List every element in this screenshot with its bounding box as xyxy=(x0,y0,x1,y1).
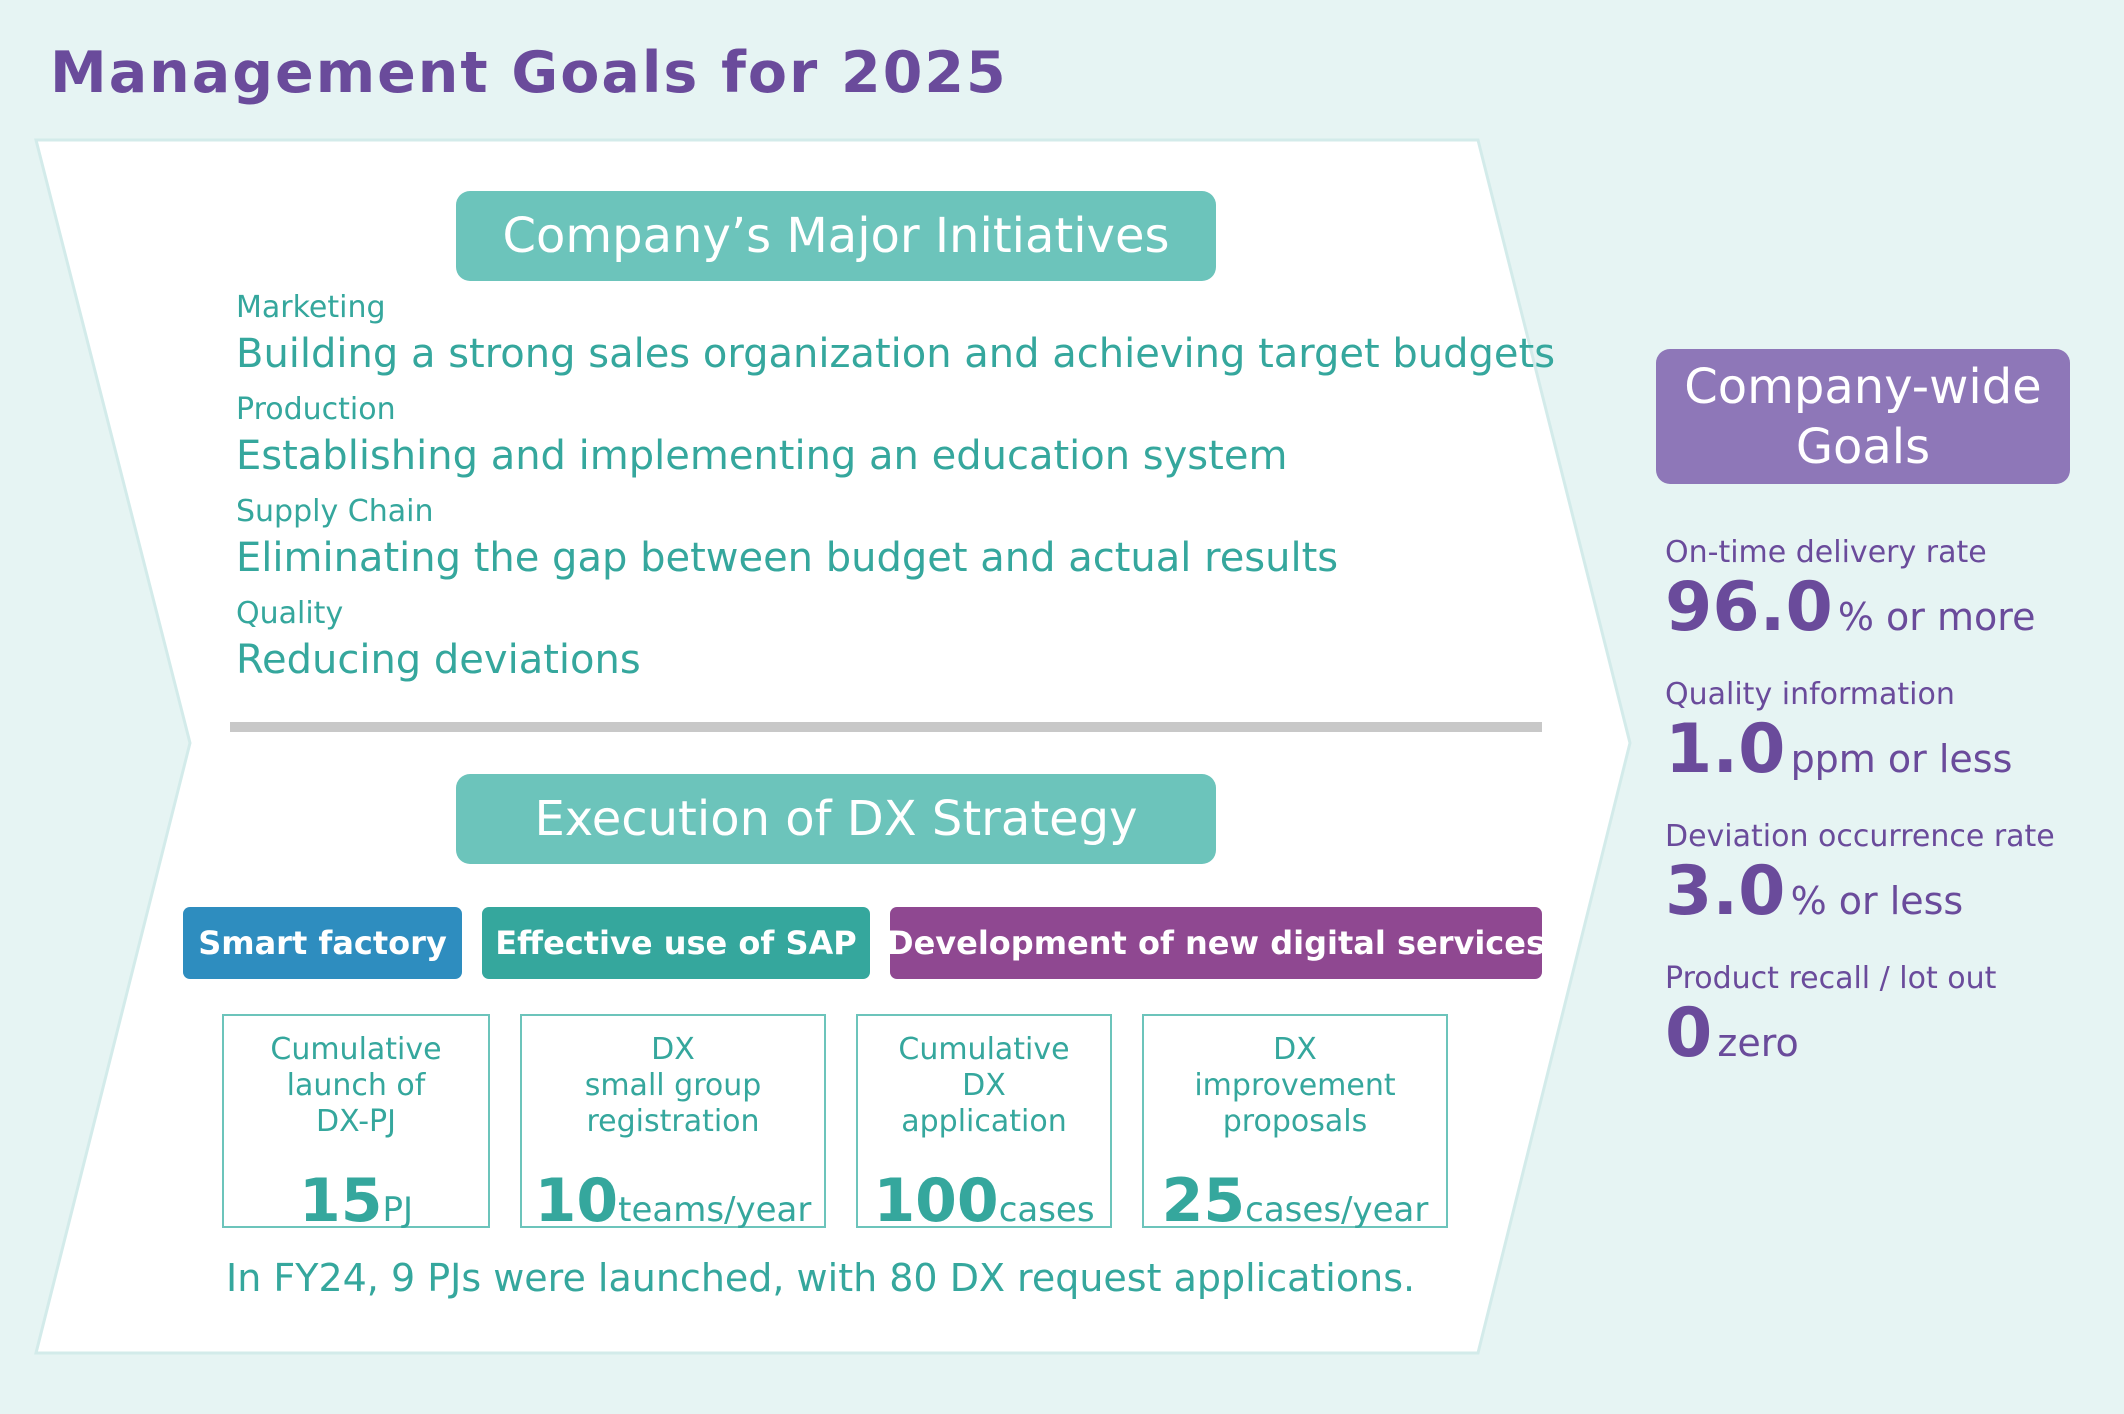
goal-label: Product recall / lot out xyxy=(1665,961,1997,996)
initiative-item-supply-chain: Supply Chain Eliminating the gap between… xyxy=(236,494,1555,596)
metric-box-improvement-proposals: DX improvement proposals 25cases/year xyxy=(1142,1014,1448,1236)
goal-label: On-time delivery rate xyxy=(1665,535,1987,570)
metric-unit: cases xyxy=(998,1190,1095,1230)
metric-value: 100cases xyxy=(858,1166,1110,1236)
company-goals-heading: Company-wide Goals xyxy=(1656,349,2070,484)
metric-value: 10teams/year xyxy=(522,1166,824,1236)
goal-value: 96.0 % or more xyxy=(1665,573,2035,660)
initiative-category: Production xyxy=(236,392,396,427)
metric-value: 15PJ xyxy=(224,1166,488,1236)
metric-label-line: registration xyxy=(586,1104,760,1139)
tag-new-digital-services: Development of new digital services xyxy=(887,907,1545,979)
initiatives-list: Marketing Building a strong sales organi… xyxy=(236,290,1555,698)
initiative-category: Quality xyxy=(236,596,344,631)
tag-smart-factory: Smart factory xyxy=(183,907,462,979)
fy24-note: In FY24, 9 PJs were launched, with 80 DX… xyxy=(226,1256,1416,1300)
metric-box-small-group: DX small group registration 10teams/year xyxy=(520,1014,826,1236)
metric-label-line: Cumulative xyxy=(898,1032,1070,1067)
goal-value: 0 zero xyxy=(1665,999,1996,1086)
initiative-description: Establishing and implementing an educati… xyxy=(236,433,1288,479)
metric-label-line: proposals xyxy=(1222,1104,1368,1139)
metric-label: DX small group registration xyxy=(522,1016,824,1140)
metric-label-line: Cumulative xyxy=(270,1032,442,1067)
goal-number: 1.0 xyxy=(1665,710,1786,789)
initiative-item-quality: Quality Reducing deviations xyxy=(236,596,1555,698)
goal-label: Deviation occurrence rate xyxy=(1665,819,2055,854)
metric-label: DX improvement proposals xyxy=(1144,1016,1446,1140)
metric-label: Cumulative DX application xyxy=(858,1016,1110,1140)
metric-label: Cumulative launch of DX-PJ xyxy=(224,1016,488,1140)
goal-number: 0 xyxy=(1665,994,1713,1073)
metric-value: 25cases/year xyxy=(1144,1166,1446,1236)
goals-heading-line: Company-wide xyxy=(1684,359,2042,415)
metric-label-line: DX xyxy=(962,1068,1006,1103)
goal-quality-information: Quality information 1.0 ppm or less xyxy=(1665,675,2012,802)
goal-value: 1.0 ppm or less xyxy=(1665,715,2012,802)
goal-unit: % or less xyxy=(1790,879,1964,923)
tag-effective-use-of-sap: Effective use of SAP xyxy=(482,907,870,979)
initiative-category: Supply Chain xyxy=(236,494,434,529)
metric-label-line: DX xyxy=(1273,1032,1317,1067)
metric-label-line: launch of xyxy=(286,1068,426,1103)
metric-label-line: improvement xyxy=(1194,1068,1396,1103)
initiative-item-production: Production Establishing and implementing… xyxy=(236,392,1555,494)
goal-deviation-rate: Deviation occurrence rate 3.0 % or less xyxy=(1665,817,2055,944)
initiative-description: Reducing deviations xyxy=(236,637,641,683)
metric-box-dx-pj: Cumulative launch of DX-PJ 15PJ xyxy=(222,1014,490,1236)
major-initiatives-heading: Company’s Major Initiatives xyxy=(456,191,1216,281)
goal-number: 3.0 xyxy=(1665,852,1786,931)
metric-unit: PJ xyxy=(382,1190,414,1230)
metric-label-line: application xyxy=(901,1104,1067,1139)
goals-heading-line: Goals xyxy=(1795,419,1931,475)
metric-label-line: DX-PJ xyxy=(316,1104,396,1139)
metric-number: 15 xyxy=(298,1166,383,1236)
initiative-description: Eliminating the gap between budget and a… xyxy=(236,535,1339,581)
goal-product-recall: Product recall / lot out 0 zero xyxy=(1665,959,1996,1086)
metric-number: 25 xyxy=(1161,1166,1246,1236)
metric-label-line: DX xyxy=(651,1032,695,1067)
goal-label: Quality information xyxy=(1665,677,1955,712)
goal-number: 96.0 xyxy=(1665,568,1833,647)
metric-unit: teams/year xyxy=(618,1190,812,1230)
metric-number: 100 xyxy=(873,1166,999,1236)
section-divider xyxy=(230,722,1542,732)
metric-unit: cases/year xyxy=(1245,1190,1429,1230)
metric-number: 10 xyxy=(534,1166,619,1236)
goal-unit: ppm or less xyxy=(1790,737,2013,781)
initiative-description: Building a strong sales organization and… xyxy=(236,331,1556,377)
goal-on-time-delivery: On-time delivery rate 96.0 % or more xyxy=(1665,533,2035,660)
goal-unit: zero xyxy=(1717,1021,1799,1065)
metric-label-line: small group xyxy=(584,1068,762,1103)
initiative-category: Marketing xyxy=(236,290,386,325)
goal-unit: % or more xyxy=(1837,595,2036,639)
goal-value: 3.0 % or less xyxy=(1665,857,2055,944)
dx-strategy-heading: Execution of DX Strategy xyxy=(456,774,1216,864)
page-title: Management Goals for 2025 xyxy=(50,40,1008,106)
initiative-item-marketing: Marketing Building a strong sales organi… xyxy=(236,290,1555,392)
metric-box-dx-application: Cumulative DX application 100cases xyxy=(856,1014,1112,1236)
